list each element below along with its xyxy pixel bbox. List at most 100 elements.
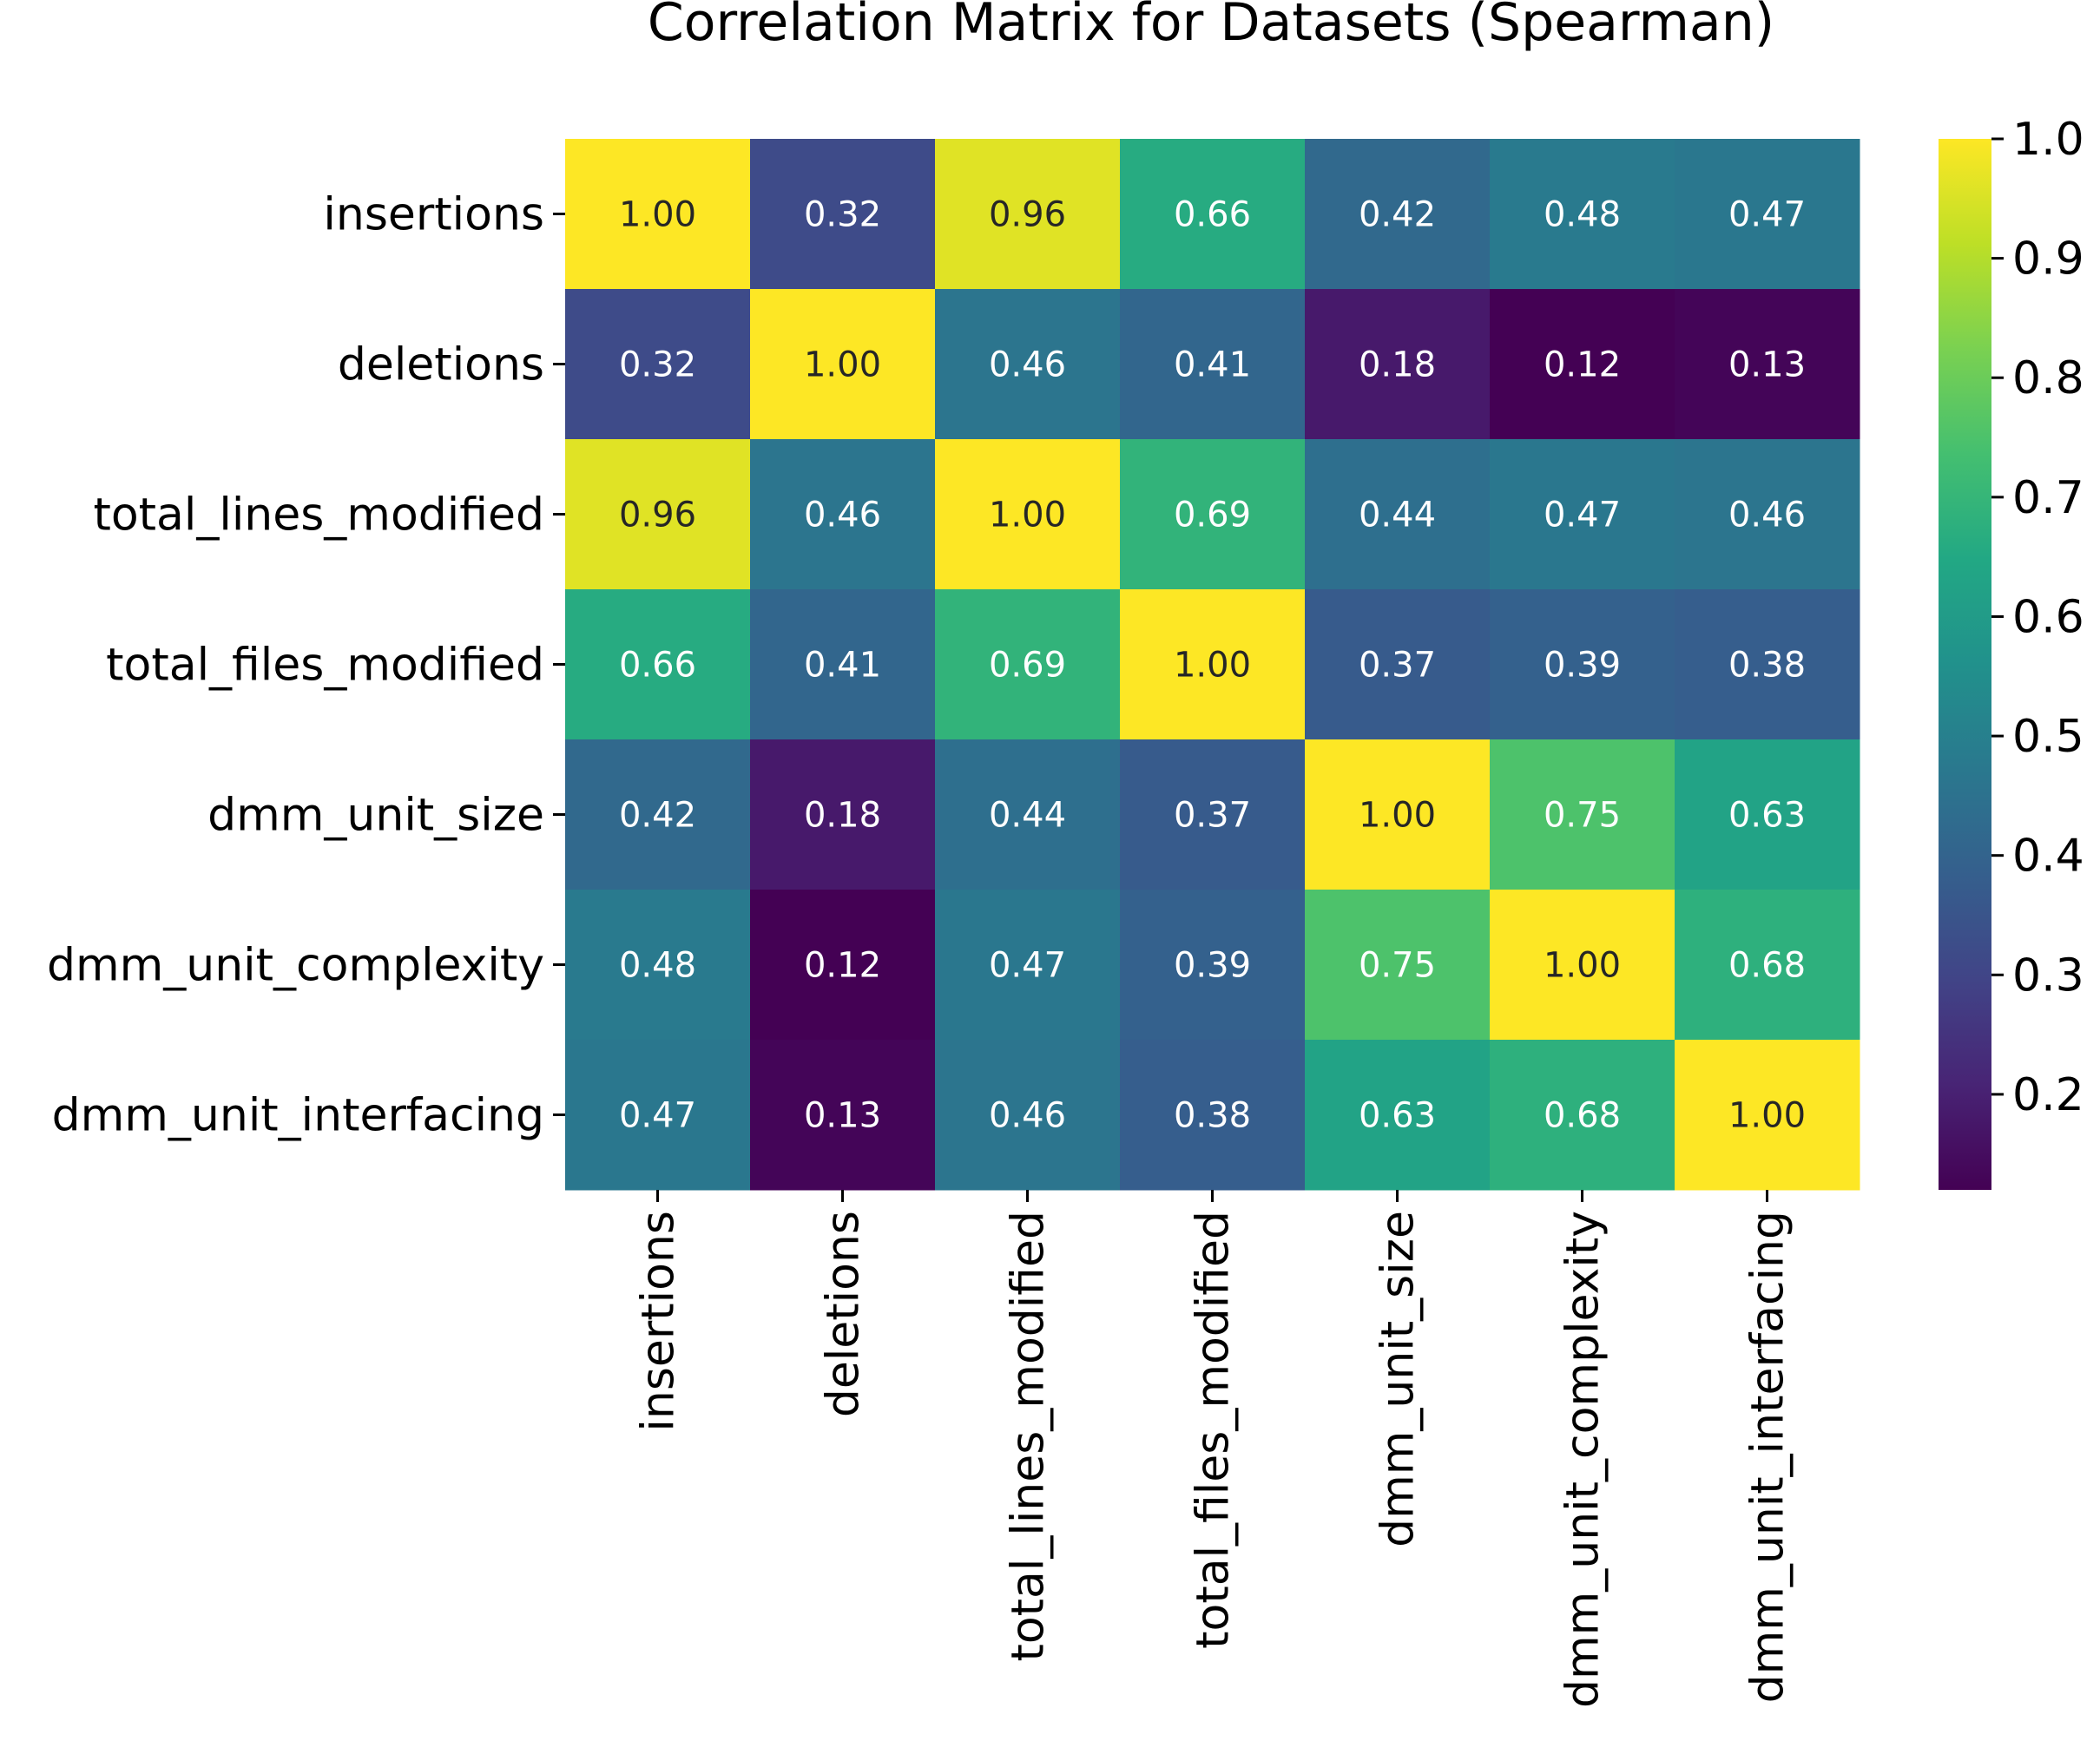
heatmap-cell-insertions-deletions	[750, 139, 936, 290]
cell-value-label: 0.75	[1544, 796, 1621, 836]
heatmap-cell-dmm-unit-size-total-files-modified	[1120, 739, 1306, 890]
heatmap-cell-total-lines-modified-dmm-unit-size	[1305, 439, 1491, 590]
row-tick-labels: insertions deletions total_lines_modifiedt…	[47, 189, 565, 1142]
colorbar-tick-label: 0.2	[2012, 1069, 2084, 1121]
heatmap-cell-dmm-unit-complexity-total-lines-modified	[935, 890, 1121, 1041]
heatmap-cell-total-files-modified-total-lines-modified	[935, 589, 1121, 740]
colorbar-tick-label: 0.7	[2012, 472, 2084, 524]
row-label-deletions: deletions	[338, 339, 544, 391]
heatmap-cell-dmm-unit-size-total-lines-modified	[935, 739, 1121, 890]
heatmap-cells: 1.00 0.32 0.96 0.66 0.42 0.48 0.47 0.32 1.00 0.46…	[565, 139, 1860, 1191]
cell-value-label: 0.63	[1359, 1096, 1436, 1136]
cell-value-label: 0.48	[1544, 195, 1621, 235]
heatmap-cell-total-files-modified-deletions	[750, 589, 936, 740]
column-tick-labels: insertions deletions total_lines_modified t…	[633, 1190, 1794, 1708]
cell-value-label: 1.00	[1728, 1096, 1806, 1136]
cell-value-label: 0.46	[804, 496, 881, 535]
heatmap-cell-dmm-unit-interfacing-dmm-unit-size	[1305, 1040, 1491, 1191]
cell-value-label: 0.39	[1174, 946, 1251, 986]
column-label-dmm-unit-interfacing: dmm_unit_interfacing	[1742, 1211, 1794, 1703]
cell-value-label: 0.18	[1359, 345, 1436, 385]
cell-value-label: 0.37	[1359, 646, 1436, 686]
colorbar-tick-label: 1.0	[2012, 114, 2084, 166]
cell-value-label: 0.13	[1728, 345, 1806, 385]
cell-value-label: 0.38	[1728, 646, 1806, 686]
cell-value-label: 0.32	[804, 195, 881, 235]
heatmap-cell-deletions-dmm-unit-interfacing	[1675, 289, 1860, 440]
cell-value-label: 0.46	[1728, 496, 1806, 535]
cell-value-label: 0.38	[1174, 1096, 1251, 1136]
colorbar-tick-label: 0.5	[2012, 711, 2084, 763]
column-label-total-lines-modified: total_lines_modified	[1003, 1211, 1055, 1662]
cell-value-label: 0.69	[1174, 496, 1251, 535]
heatmap-cell-total-files-modified-dmm-unit-interfacing	[1675, 589, 1860, 740]
cell-value-label: 0.18	[804, 796, 881, 836]
heatmap-cell-deletions-dmm-unit-size	[1305, 289, 1491, 440]
heatmap-cell-total-files-modified-total-files-modified	[1120, 589, 1306, 740]
heatmap-cell-total-files-modified-dmm-unit-complexity	[1490, 589, 1675, 740]
heatmap-cell-total-lines-modified-deletions	[750, 439, 936, 590]
cell-value-label: 0.68	[1544, 1096, 1621, 1136]
column-label-deletions: deletions	[818, 1211, 870, 1417]
cell-value-label: 0.12	[1544, 345, 1621, 385]
column-label-total-files-modified: total_files_modified	[1188, 1211, 1240, 1649]
cell-value-label: 1.00	[1359, 796, 1436, 836]
heatmap-cell-total-files-modified-dmm-unit-size	[1305, 589, 1491, 740]
colorbar-tick-label: 0.3	[2012, 949, 2084, 1002]
colorbar: 0.2 0.3 0.4 0.5 0.6 0.7 0.8 0.9 1.0	[1939, 114, 2084, 1190]
cell-value-label: 0.44	[1359, 496, 1436, 535]
heatmap-cell-dmm-unit-complexity-dmm-unit-size	[1305, 890, 1491, 1041]
cell-value-label: 0.46	[989, 345, 1066, 385]
heatmap-cell-insertions-total-files-modified	[1120, 139, 1306, 290]
cell-value-label: 0.69	[989, 646, 1066, 686]
cell-value-label: 0.47	[619, 1096, 696, 1136]
cell-value-label: 0.46	[989, 1096, 1066, 1136]
cell-value-label: 0.42	[1359, 195, 1436, 235]
heatmap-cell-dmm-unit-interfacing-dmm-unit-complexity	[1490, 1040, 1675, 1191]
heatmap-cell-total-lines-modified-total-lines-modified	[935, 439, 1121, 590]
heatmap-cell-insertions-dmm-unit-size	[1305, 139, 1491, 290]
row-label-dmm-unit-complexity: dmm_unit_complexity	[47, 940, 544, 992]
cell-value-label: 0.96	[619, 496, 696, 535]
heatmap-cell-dmm-unit-interfacing-total-files-modified	[1120, 1040, 1306, 1191]
cell-value-label: 1.00	[619, 195, 696, 235]
cell-value-label: 0.66	[619, 646, 696, 686]
cell-value-label: 0.44	[989, 796, 1066, 836]
heatmap-cell-deletions-total-lines-modified	[935, 289, 1121, 440]
heatmap-cell-dmm-unit-complexity-insertions	[565, 890, 751, 1041]
heatmap-cell-total-lines-modified-total-files-modified	[1120, 439, 1306, 590]
colorbar-tick-label: 0.6	[2012, 591, 2084, 643]
cell-value-label: 0.47	[1544, 496, 1621, 535]
cell-value-label: 0.32	[619, 345, 696, 385]
heatmap-cell-insertions-dmm-unit-interfacing	[1675, 139, 1860, 290]
column-label-dmm-unit-size: dmm_unit_size	[1373, 1211, 1425, 1547]
heatmap-cell-dmm-unit-complexity-dmm-unit-interfacing	[1675, 890, 1860, 1041]
heatmap-cell-deletions-deletions	[750, 289, 936, 440]
heatmap-cell-dmm-unit-interfacing-deletions	[750, 1040, 936, 1191]
heatmap-cell-total-lines-modified-insertions	[565, 439, 751, 590]
cell-value-label: 1.00	[989, 496, 1066, 535]
colorbar-tick-label: 0.9	[2012, 233, 2084, 286]
heatmap-cell-dmm-unit-size-dmm-unit-size	[1305, 739, 1491, 890]
heatmap-cell-deletions-total-files-modified	[1120, 289, 1306, 440]
cell-value-label: 0.75	[1359, 946, 1436, 986]
heatmap-cell-dmm-unit-complexity-deletions	[750, 890, 936, 1041]
cell-value-label: 1.00	[1544, 946, 1621, 986]
heatmap-cell-dmm-unit-size-insertions	[565, 739, 751, 890]
cell-value-label: 0.47	[989, 946, 1066, 986]
cell-value-label: 1.00	[804, 345, 881, 385]
heatmap-cell-dmm-unit-size-dmm-unit-complexity	[1490, 739, 1675, 890]
cell-value-label: 0.37	[1174, 796, 1251, 836]
cell-value-label: 0.66	[1174, 195, 1251, 235]
cell-value-label: 0.41	[1174, 345, 1251, 385]
chart-title: Correlation Matrix for Datasets (Spearma…	[648, 0, 1774, 53]
cell-value-label: 0.41	[804, 646, 881, 686]
row-label-total-files-modified: total_files_modified	[106, 640, 544, 692]
cell-value-label: 0.47	[1728, 195, 1806, 235]
cell-value-label: 1.00	[1174, 646, 1251, 686]
heatmap-cell-deletions-dmm-unit-complexity	[1490, 289, 1675, 440]
heatmap-cell-total-files-modified-insertions	[565, 589, 751, 740]
cell-value-label: 0.68	[1728, 946, 1806, 986]
row-label-insertions: insertions	[323, 189, 544, 241]
